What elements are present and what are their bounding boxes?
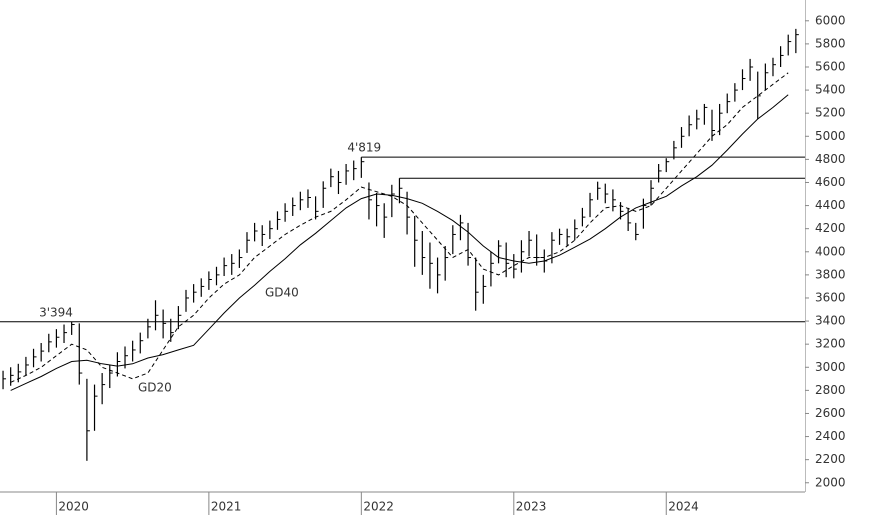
y-tick-label: 4400 bbox=[815, 198, 846, 212]
y-tick-label: 3200 bbox=[815, 337, 846, 351]
series-label: GD20 bbox=[138, 381, 172, 395]
level-label: 4'819 bbox=[347, 141, 381, 155]
y-tick-label: 5600 bbox=[815, 59, 846, 73]
y-tick-label: 2400 bbox=[815, 429, 846, 443]
moving-average-line bbox=[10, 72, 789, 383]
y-tick-label: 2000 bbox=[815, 475, 846, 489]
y-tick-label: 6000 bbox=[815, 13, 846, 27]
y-tick-label: 4800 bbox=[815, 152, 846, 166]
series-label: GD40 bbox=[265, 286, 299, 300]
y-tick-label: 2200 bbox=[815, 452, 846, 466]
y-tick-label: 5000 bbox=[815, 129, 846, 143]
y-tick-label: 2600 bbox=[815, 406, 846, 420]
y-tick-label: 3000 bbox=[815, 360, 846, 374]
y-tick-label: 5200 bbox=[815, 106, 846, 120]
y-tick-label: 4600 bbox=[815, 175, 846, 189]
moving-average-line bbox=[10, 94, 789, 391]
y-tick-label: 3600 bbox=[815, 290, 846, 304]
y-tick-label: 5400 bbox=[815, 83, 846, 97]
x-tick-label: 2022 bbox=[363, 500, 394, 514]
x-tick-label: 2023 bbox=[516, 500, 547, 514]
x-tick-label: 2020 bbox=[58, 500, 89, 514]
y-tick-label: 3800 bbox=[815, 267, 846, 281]
level-label: 3'394 bbox=[39, 305, 73, 319]
y-tick-label: 4200 bbox=[815, 221, 846, 235]
x-tick-label: 2021 bbox=[211, 500, 242, 514]
y-tick-label: 5800 bbox=[815, 36, 846, 50]
x-tick-label: 2024 bbox=[668, 500, 699, 514]
y-tick-label: 3400 bbox=[815, 314, 846, 328]
y-tick-label: 2800 bbox=[815, 383, 846, 397]
y-tick-label: 4000 bbox=[815, 244, 846, 258]
